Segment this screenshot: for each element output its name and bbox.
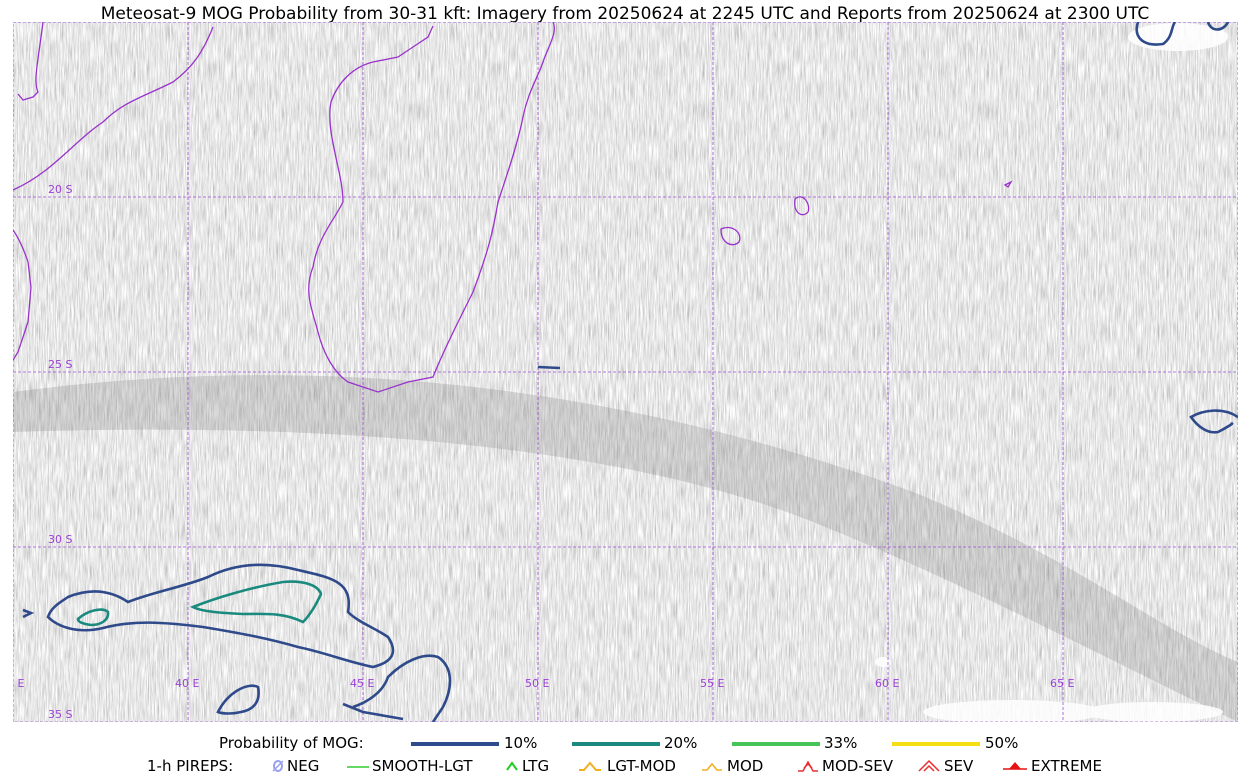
madagascar-coast [308, 22, 555, 393]
contour-10-pct [46, 563, 395, 669]
contour-20-pct-a [189, 580, 323, 624]
lon-label-55e: 55 E [700, 677, 725, 690]
contour-20-pct-b [76, 608, 110, 627]
reunion [720, 226, 741, 246]
probability-legend-label: Probability of MOG: [219, 734, 364, 752]
pirep-label-neg: NEG [287, 757, 320, 775]
neg-pirep-icon [272, 760, 284, 772]
legend-label-10: 10% [504, 734, 538, 752]
mauritius [794, 196, 810, 216]
mainland-left-coast [13, 229, 32, 361]
lat-label-35s: 35 S [48, 708, 73, 721]
pirep-label-mod: MOD [727, 757, 764, 775]
lon-label-40e: 40 E [175, 677, 200, 690]
lon-label-50e: 50 E [525, 677, 550, 690]
pirep-label-mod-sev: MOD-SEV [822, 757, 893, 775]
coastlines [13, 22, 1013, 393]
chart-title: Meteosat-9 MOG Probability from 30-31 kf… [100, 4, 1150, 24]
africa-coast [17, 22, 44, 101]
contour-10-pct-top [1135, 22, 1177, 46]
legend-label-33: 33% [824, 734, 858, 752]
contour-10-pct-mid [537, 365, 561, 370]
pirep-label-sev: SEV [944, 757, 974, 775]
legend-swatch-10 [411, 742, 499, 746]
ltg-pirep-icon [506, 761, 518, 771]
smooth-lgt-pirep-icon [347, 766, 369, 768]
legend-swatch-20 [572, 742, 660, 746]
contour-10-pct-right [1189, 409, 1238, 434]
map-canvas [13, 22, 1238, 722]
lat-label-20s: 20 S [48, 183, 73, 196]
sev-pirep-icon [918, 759, 940, 772]
contour-10-pct-east-b [342, 702, 404, 721]
rodrigues [1003, 180, 1013, 188]
pirep-legend-label: 1-h PIREPS: [147, 757, 234, 775]
lgt-mod-pirep-icon [579, 761, 601, 771]
lon-label-35e: 35 E [13, 677, 25, 690]
legend-swatch-50 [892, 742, 980, 746]
mod-pirep-icon [702, 762, 722, 771]
pirep-label-lgt-mod: LGT-MOD [607, 757, 676, 775]
lon-label-60e: 60 E [875, 677, 900, 690]
cloud-patches [875, 23, 1228, 722]
extreme-pirep-icon [1003, 762, 1027, 770]
mog-contours [22, 22, 1238, 722]
satellite-map[interactable]: 20 S 25 S 30 S 35 S 35 E 40 E 45 E 50 E … [13, 22, 1238, 722]
mozambique-coast [13, 26, 214, 191]
pirep-legend: 1-h PIREPS: NEG SMOOTH-LGT LTG LGT-MOD M… [0, 755, 1250, 777]
jet-streak-band [13, 375, 1238, 722]
lon-label-45e: 45 E [350, 677, 375, 690]
pirep-label-smooth-lgt: SMOOTH-LGT [372, 757, 473, 775]
contour-10-pct-south [216, 684, 260, 715]
probability-legend: Probability of MOG: 10% 20% 33% 50% [0, 732, 1250, 754]
mod-sev-pirep-icon [798, 760, 818, 772]
legend-swatch-33 [732, 742, 820, 746]
contour-10-pct-left [22, 608, 35, 619]
contour-10-pct-top2 [1206, 22, 1230, 31]
contour-10-pct-east [352, 654, 452, 722]
lat-label-30s: 30 S [48, 533, 73, 546]
lat-label-25s: 25 S [48, 358, 73, 371]
legend-label-20: 20% [664, 734, 698, 752]
lon-label-65e: 65 E [1050, 677, 1075, 690]
pirep-label-ltg: LTG [522, 757, 550, 775]
lat-lon-gridlines [13, 22, 1238, 722]
legend-label-50: 50% [985, 734, 1019, 752]
pirep-label-extreme: EXTREME [1031, 757, 1102, 775]
